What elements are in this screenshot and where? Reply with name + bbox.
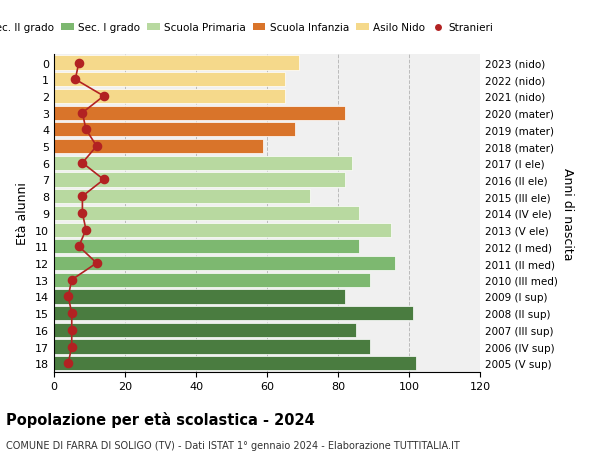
Bar <box>54 140 263 154</box>
Bar <box>54 240 359 254</box>
Point <box>67 276 77 284</box>
Bar <box>54 207 359 220</box>
Bar <box>54 290 345 304</box>
Point <box>77 193 87 201</box>
Legend: Sec. II grado, Sec. I grado, Scuola Primaria, Scuola Infanzia, Asilo Nido, Stran: Sec. II grado, Sec. I grado, Scuola Prim… <box>0 19 498 37</box>
Bar <box>54 157 352 170</box>
Bar <box>54 56 299 71</box>
Point <box>81 126 91 134</box>
Point <box>74 60 83 67</box>
Point <box>99 176 109 184</box>
Text: COMUNE DI FARRA DI SOLIGO (TV) - Dati ISTAT 1° gennaio 2024 - Elaborazione TUTTI: COMUNE DI FARRA DI SOLIGO (TV) - Dati IS… <box>6 440 460 450</box>
Point <box>92 260 101 267</box>
Bar <box>54 190 310 204</box>
Point <box>64 360 73 367</box>
Point <box>77 210 87 217</box>
Point <box>77 110 87 117</box>
Bar <box>54 90 285 104</box>
Point <box>74 243 83 251</box>
Y-axis label: Anni di nascita: Anni di nascita <box>562 167 574 260</box>
Point <box>67 326 77 334</box>
Bar <box>54 273 370 287</box>
Bar <box>54 356 416 370</box>
Point <box>81 226 91 234</box>
Point <box>67 343 77 351</box>
Point <box>99 93 109 101</box>
Point <box>64 293 73 301</box>
Bar <box>54 223 391 237</box>
Bar <box>54 123 295 137</box>
Bar <box>54 106 345 121</box>
Bar <box>54 340 370 354</box>
Bar <box>54 173 345 187</box>
Bar <box>54 323 356 337</box>
Y-axis label: Età alunni: Età alunni <box>16 182 29 245</box>
Point <box>67 310 77 317</box>
Point <box>92 143 101 151</box>
Point <box>71 76 80 84</box>
Bar <box>54 257 395 270</box>
Bar <box>54 306 413 320</box>
Text: Popolazione per età scolastica - 2024: Popolazione per età scolastica - 2024 <box>6 411 315 427</box>
Bar <box>54 73 285 87</box>
Point <box>77 160 87 167</box>
